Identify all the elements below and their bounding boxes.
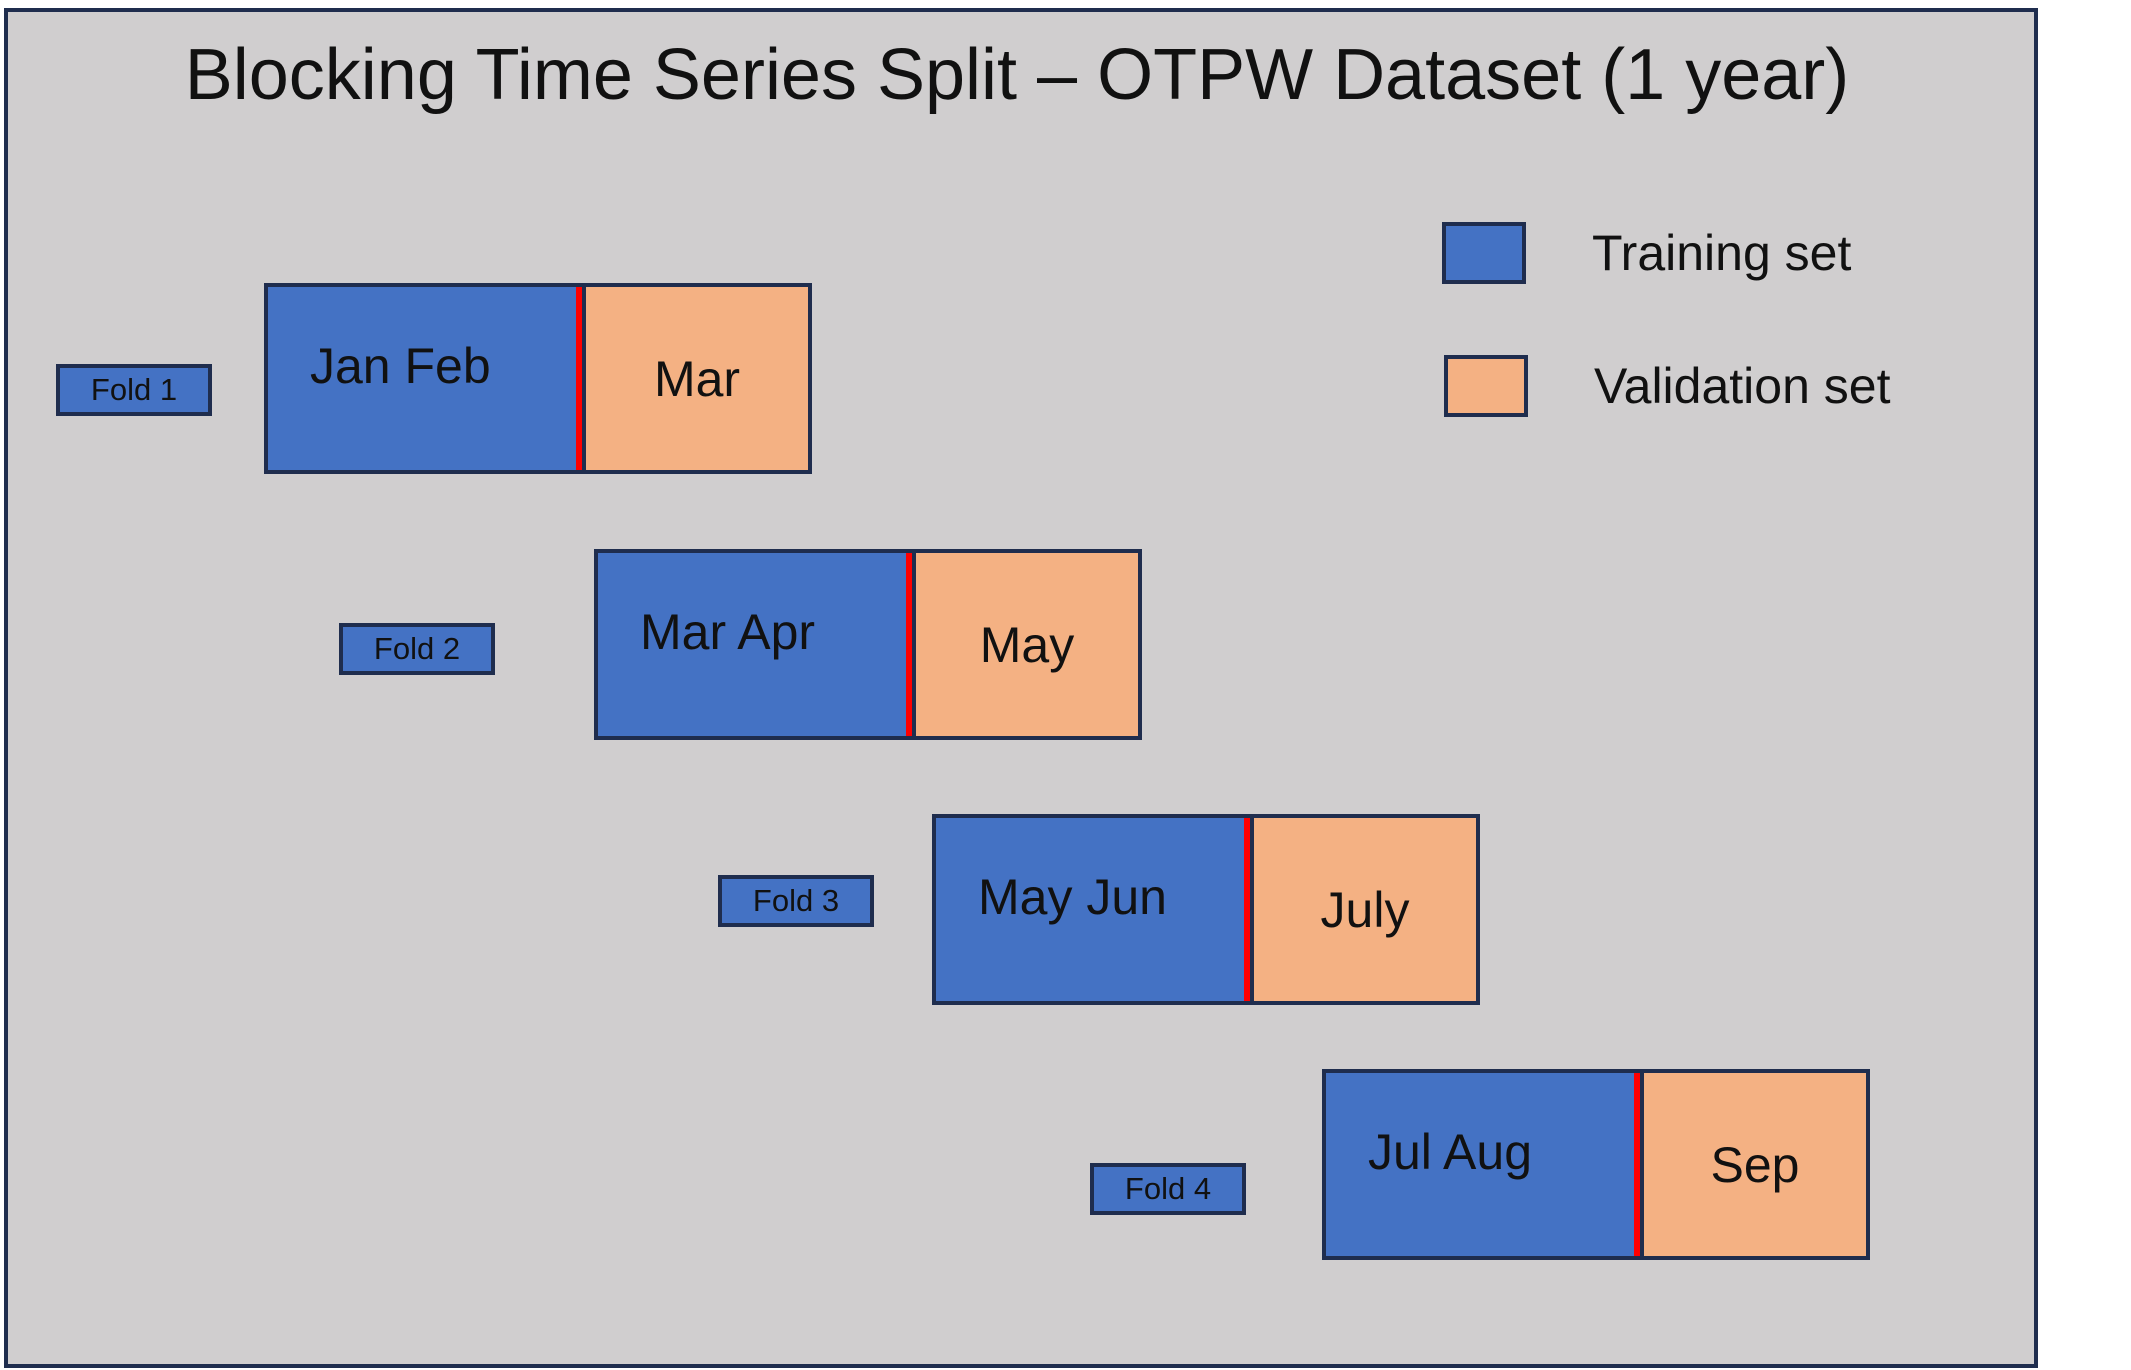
fold-4-split-marker: [1634, 1073, 1643, 1256]
fold-1-training-months: Jan Feb: [310, 338, 491, 394]
fold-3-training-months: May Jun: [978, 869, 1167, 925]
fold-2-validation-block: May: [912, 549, 1142, 740]
fold-2-split-marker: [906, 553, 915, 736]
fold-4-label: Fold 4: [1090, 1163, 1246, 1215]
fold-2-label: Fold 2: [339, 623, 495, 675]
fold-1-training-block: Jan Feb: [264, 283, 586, 474]
legend-validation-label: Validation set: [1594, 358, 1891, 414]
legend-validation-swatch: [1444, 355, 1528, 417]
fold-3-training-block: May Jun: [932, 814, 1254, 1005]
legend-training-label: Training set: [1592, 225, 1852, 281]
fold-3-split-marker: [1244, 818, 1253, 1001]
fold-1-label: Fold 1: [56, 364, 212, 416]
fold-4-validation-block: Sep: [1640, 1069, 1870, 1260]
fold-2-training-block: Mar Apr: [594, 549, 916, 740]
fold-3-label: Fold 3: [718, 875, 874, 927]
fold-1-validation-block: Mar: [582, 283, 812, 474]
legend-training-swatch: [1442, 222, 1526, 284]
fold-3-validation-block: July: [1250, 814, 1480, 1005]
fold-1-split-marker: [576, 287, 585, 470]
fold-4-training-months: Jul Aug: [1368, 1124, 1533, 1180]
diagram-title: Blocking Time Series Split – OTPW Datase…: [184, 35, 1850, 115]
fold-2-training-months: Mar Apr: [640, 604, 816, 660]
fold-4-training-block: Jul Aug: [1322, 1069, 1644, 1260]
